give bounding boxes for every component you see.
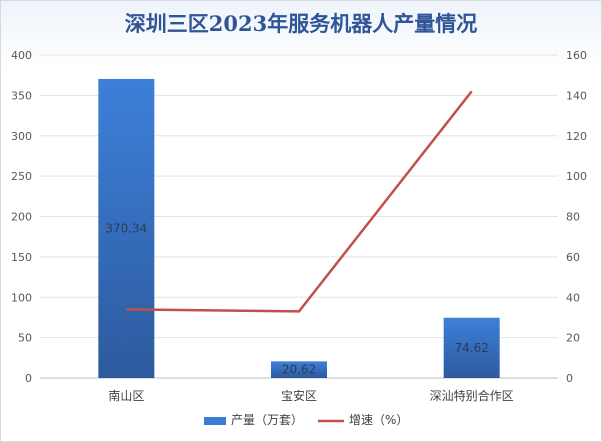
left-tick-label: 200 — [11, 211, 32, 224]
right-axis-ticks: 0 20 40 60 80 100 120 140 160 — [566, 49, 587, 385]
left-tick-label: 50 — [18, 332, 32, 345]
category-label: 宝安区 — [281, 388, 317, 403]
data-label: 370.34 — [105, 221, 147, 235]
right-tick-label: 20 — [566, 332, 580, 345]
bar — [271, 361, 327, 378]
right-tick-label: 40 — [566, 291, 580, 304]
left-tick-label: 250 — [11, 170, 32, 183]
legend-label: 产量（万套） — [231, 413, 303, 427]
line-series-path — [126, 90, 473, 313]
left-tick-label: 100 — [11, 291, 32, 304]
left-tick-label: 300 — [11, 130, 32, 143]
right-tick-label: 160 — [566, 49, 587, 62]
category-label: 深汕特别合作区 — [430, 388, 514, 403]
category-label: 南山区 — [108, 388, 144, 403]
left-tick-label: 150 — [11, 251, 32, 264]
left-tick-label: 0 — [25, 372, 32, 385]
chart-title: 深圳三区2023年服务机器人产量情况 — [124, 11, 478, 36]
left-tick-label: 400 — [11, 49, 32, 62]
left-tick-label: 350 — [11, 89, 32, 102]
left-axis-ticks: 0 50 100 150 200 250 300 350 400 — [11, 49, 32, 385]
bar-series — [98, 78, 500, 379]
right-tick-label: 60 — [566, 251, 580, 264]
bar — [98, 78, 155, 379]
legend-swatch-bar — [204, 417, 226, 425]
legend: 产量（万套） 增速（%） — [204, 413, 408, 427]
data-label: 74.62 — [454, 341, 488, 355]
right-tick-label: 120 — [566, 130, 587, 143]
bar — [443, 317, 500, 378]
right-tick-label: 140 — [566, 89, 587, 102]
data-labels: 370.34 20.62 74.62 — [105, 221, 489, 376]
data-label: 20.62 — [282, 363, 316, 377]
category-labels: 南山区 宝安区 深汕特别合作区 — [108, 388, 513, 403]
line-series — [126, 90, 473, 313]
right-tick-label: 0 — [566, 372, 573, 385]
right-tick-label: 100 — [566, 170, 587, 183]
legend-label: 增速（%） — [349, 413, 408, 427]
right-tick-label: 80 — [566, 211, 580, 224]
